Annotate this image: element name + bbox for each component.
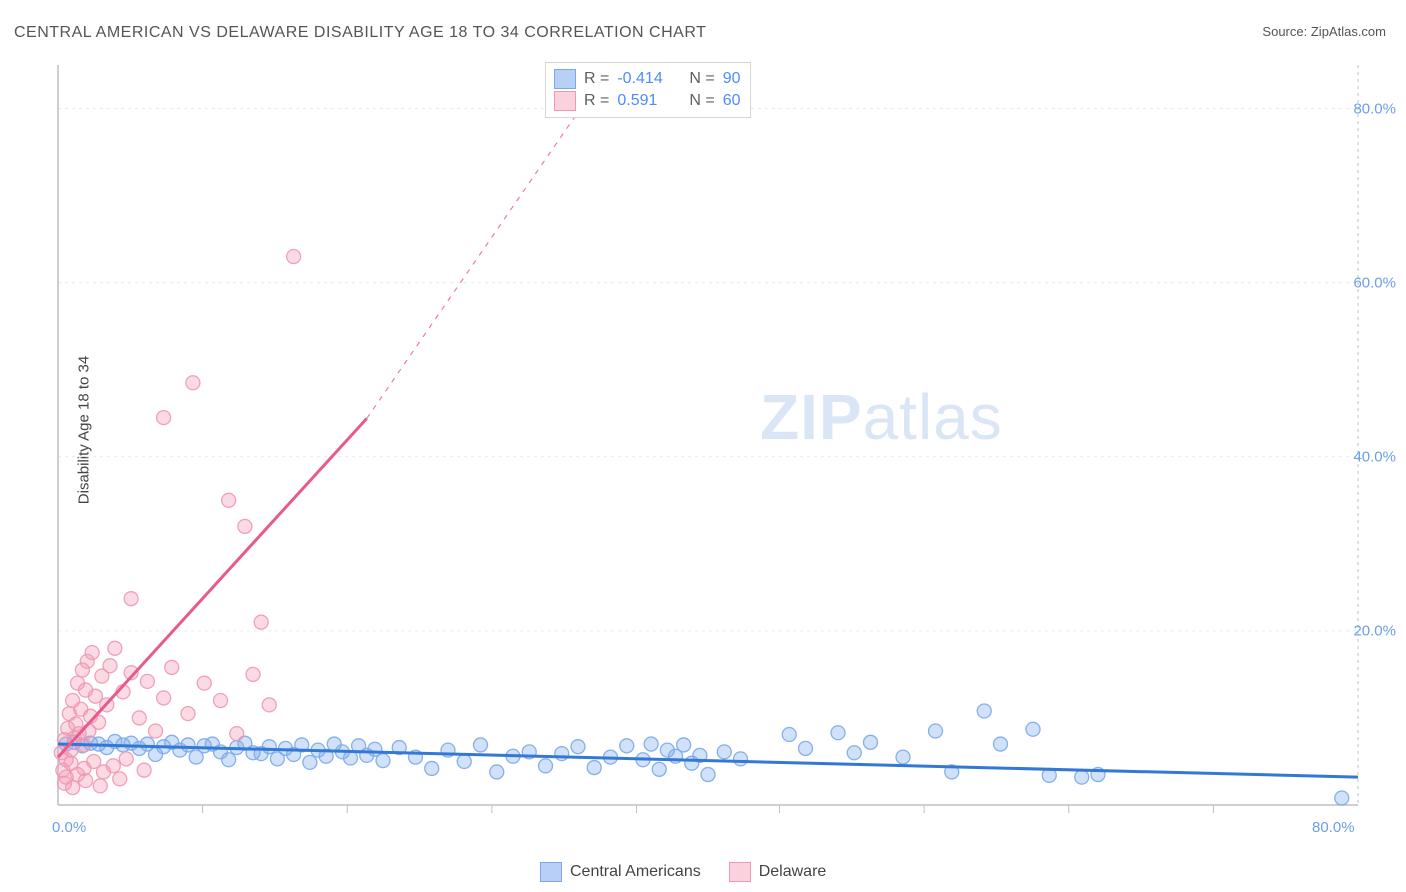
source-link[interactable]: ZipAtlas.com [1311,24,1386,39]
legend-swatch-pink [729,862,751,882]
y-tick-label: 60.0% [1353,274,1396,291]
x-tick-label: 80.0% [1312,819,1355,836]
x-tick-label: 0.0% [52,819,86,836]
scatter-plot-svg [48,55,1388,845]
chart-source: Source: ZipAtlas.com [1262,24,1386,39]
plot-area [48,55,1388,845]
legend-r-value: -0.414 [617,70,675,88]
y-tick-label: 80.0% [1353,100,1396,117]
legend-n-value: 90 [723,70,741,88]
legend-item: Delaware [729,862,827,882]
legend-row: R = -0.414 N = 90 [554,69,740,89]
y-tick-label: 40.0% [1353,448,1396,465]
legend-n-value: 60 [723,92,741,110]
correlation-legend: R = -0.414 N = 90 R = 0.591 N = 60 [545,62,751,118]
source-label: Source: [1262,24,1307,39]
y-tick-label: 20.0% [1353,622,1396,639]
legend-label: Delaware [759,863,827,881]
chart-container: CENTRAL AMERICAN VS DELAWARE DISABILITY … [0,0,1406,892]
series-legend: Central Americans Delaware [540,862,826,882]
legend-label: Central Americans [570,863,701,881]
legend-item: Central Americans [540,862,701,882]
legend-swatch-pink [554,91,576,111]
legend-row: R = 0.591 N = 60 [554,91,740,111]
chart-title: CENTRAL AMERICAN VS DELAWARE DISABILITY … [14,24,706,42]
legend-swatch-blue [540,862,562,882]
legend-r-value: 0.591 [617,92,675,110]
legend-swatch-blue [554,69,576,89]
